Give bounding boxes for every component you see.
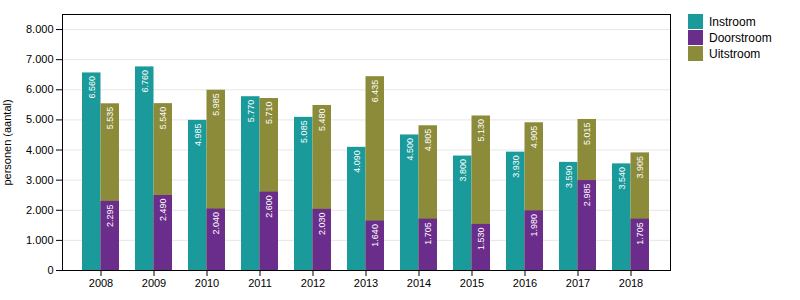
svg-text:2016: 2016: [513, 277, 537, 289]
svg-text:2.040: 2.040: [211, 212, 221, 235]
svg-text:3.800: 3.800: [458, 159, 468, 182]
svg-text:5.015: 5.015: [582, 122, 592, 145]
html-text:Instroom: Instroom: [709, 14, 756, 29]
svg-text:4.090: 4.090: [352, 150, 362, 173]
svg-text:2.295: 2.295: [105, 204, 115, 227]
svg-text:3.540: 3.540: [617, 167, 627, 190]
svg-text:2008: 2008: [89, 277, 113, 289]
svg-text:3.930: 3.930: [511, 155, 521, 178]
svg-text:4.500: 4.500: [405, 138, 415, 161]
svg-text:4.905: 4.905: [529, 126, 539, 149]
svg-text:2018: 2018: [619, 277, 643, 289]
html-text:Uitstroom: Uitstroom: [709, 46, 761, 61]
svg-text:3.000: 3.000: [26, 174, 54, 186]
svg-text:2.490: 2.490: [158, 199, 168, 222]
svg-text:1.640: 1.640: [370, 224, 380, 247]
svg-text:4.985: 4.985: [193, 123, 203, 146]
svg-text:6.760: 6.760: [140, 70, 150, 93]
svg-text:5.770: 5.770: [246, 100, 256, 123]
svg-text:2011: 2011: [248, 277, 272, 289]
svg-text:1.000: 1.000: [26, 234, 54, 246]
svg-text:5.480: 5.480: [317, 108, 327, 131]
svg-text:5.710: 5.710: [264, 102, 274, 125]
svg-text:1.705: 1.705: [423, 222, 433, 245]
svg-text:3.590: 3.590: [564, 165, 574, 188]
svg-text:2015: 2015: [460, 277, 484, 289]
svg-text:6.560: 6.560: [87, 76, 97, 99]
svg-text:2017: 2017: [566, 277, 590, 289]
svg-text:6.000: 6.000: [26, 83, 54, 95]
svg-text:5.540: 5.540: [158, 107, 168, 130]
svg-text:2.000: 2.000: [26, 204, 54, 216]
svg-text:2.030: 2.030: [317, 212, 327, 235]
svg-text:5.535: 5.535: [105, 107, 115, 130]
svg-text:2014: 2014: [407, 277, 431, 289]
svg-text:1.705: 1.705: [635, 222, 645, 245]
svg-text:2012: 2012: [301, 277, 325, 289]
svg-text:2013: 2013: [354, 277, 378, 289]
svg-text:personen (aantal): personen (aantal): [1, 99, 13, 185]
svg-text:5.000: 5.000: [26, 113, 54, 125]
svg-text:4.000: 4.000: [26, 144, 54, 156]
svg-text:7.000: 7.000: [26, 53, 54, 65]
svg-text:1.530: 1.530: [476, 227, 486, 250]
svg-text:6.435: 6.435: [370, 80, 380, 103]
svg-text:5.985: 5.985: [211, 93, 221, 116]
svg-text:1.980: 1.980: [529, 214, 539, 237]
svg-text:8.000: 8.000: [26, 23, 54, 35]
svg-text:2.985: 2.985: [582, 184, 592, 207]
html-text:Doorstroom: Doorstroom: [709, 30, 772, 45]
svg-text:0: 0: [47, 264, 53, 276]
svg-text:4.805: 4.805: [423, 129, 433, 152]
svg-text:5.130: 5.130: [476, 119, 486, 142]
svg-text:3.905: 3.905: [635, 156, 645, 179]
svg-text:2.600: 2.600: [264, 195, 274, 218]
svg-text:2010: 2010: [195, 277, 219, 289]
svg-text:5.085: 5.085: [299, 120, 309, 143]
svg-text:2009: 2009: [142, 277, 166, 289]
